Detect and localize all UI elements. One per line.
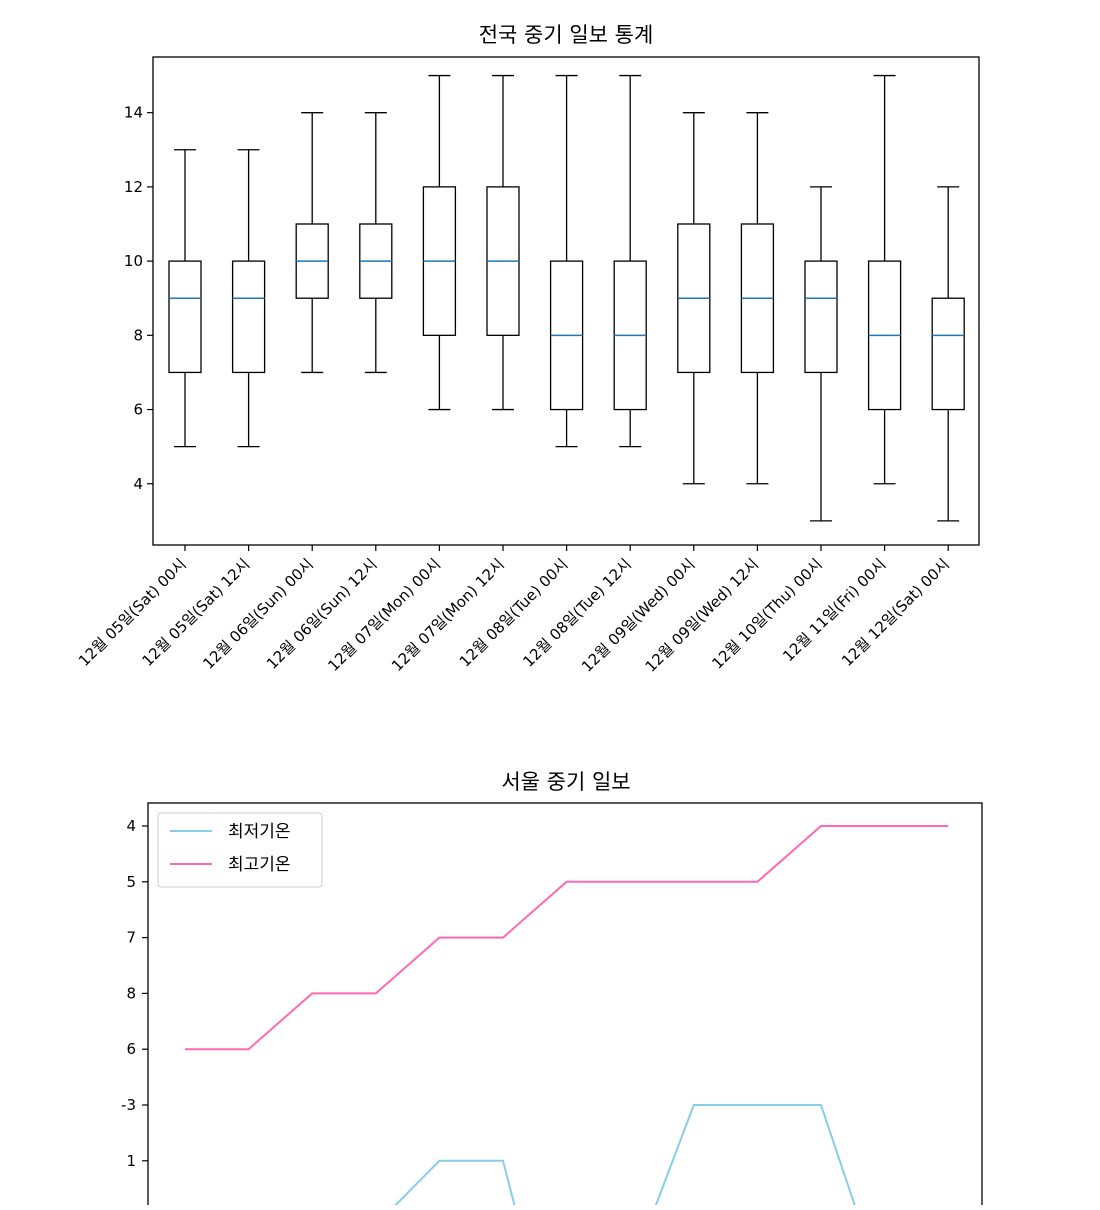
y-tick-label: 4 (133, 475, 143, 493)
box-6 (486, 74, 520, 411)
iqr-box (804, 260, 838, 374)
box-1 (168, 149, 202, 448)
line-chart-legend: 최저기온 최고기온 (157, 812, 323, 888)
x-tick-label: 12월 12일(Sat) 00시 (838, 555, 953, 670)
boxplot-y-axis: 4 6 8 10 12 14 (124, 104, 153, 493)
x-tick-label: 12월 05일(Sat) 12시 (139, 555, 254, 670)
box-10 (740, 112, 775, 485)
iqr-box (168, 260, 202, 374)
line-chart: 서울 중기 일보 4 5 7 8 6 -3 1 최저기온 최고기온 (121, 770, 983, 1210)
line-chart-title: 서울 중기 일보 (501, 770, 630, 794)
y-tick-label: 1 (126, 1152, 136, 1170)
line-chart-y-axis: 4 5 7 8 6 -3 1 (121, 817, 148, 1170)
x-tick-label: 12월 06일(Sun) 12시 (263, 555, 381, 673)
x-tick-label: 12월 10일(Thu) 00시 (708, 555, 825, 672)
y-tick-label: 5 (126, 873, 136, 891)
box-5 (422, 74, 457, 411)
box-12 (867, 74, 902, 485)
y-tick-label: 4 (126, 817, 136, 835)
legend-label-high: 최고기온 (228, 855, 291, 875)
box-7 (549, 74, 584, 448)
y-tick-label: 8 (133, 326, 143, 344)
x-tick-label: 12월 06일(Sun) 00시 (199, 555, 317, 673)
box-8 (613, 74, 647, 448)
x-tick-label: 12월 09일(Wed) 12시 (642, 555, 763, 676)
boxplot-title: 전국 중기 일보 통계 (479, 23, 654, 47)
box-13 (931, 186, 965, 522)
y-tick-label: 7 (126, 929, 136, 947)
line-chart-series (185, 825, 949, 1210)
x-tick-label: 12월 09일(Wed) 00시 (578, 555, 699, 676)
boxplot-boxes (168, 74, 965, 522)
box-2 (231, 149, 266, 448)
box-11 (804, 186, 838, 522)
y-tick-label: 6 (133, 401, 143, 419)
x-tick-label: 12월 05일(Sat) 00시 (75, 555, 190, 670)
y-tick-label: -3 (121, 1096, 136, 1114)
box-3 (295, 112, 329, 374)
x-tick-label: 12월 08일(Tue) 00시 (456, 555, 572, 671)
iqr-box (931, 297, 965, 411)
y-tick-label: 14 (124, 104, 143, 122)
y-tick-label: 10 (124, 252, 143, 270)
x-tick-label: 12월 07일(Mon) 00시 (324, 555, 444, 675)
line-chart-axes-frame (147, 802, 983, 1210)
series-line-low (389, 1104, 858, 1210)
y-tick-label: 8 (126, 984, 136, 1002)
box-9 (677, 112, 711, 485)
iqr-box (231, 260, 266, 374)
legend-label-low: 최저기온 (228, 822, 291, 842)
y-tick-label: 6 (126, 1040, 136, 1058)
x-tick-label: 12월 08일(Tue) 12시 (519, 555, 635, 671)
x-tick-label: 12월 07일(Mon) 12시 (388, 555, 508, 675)
box-4 (359, 112, 393, 374)
y-tick-label: 12 (124, 178, 143, 196)
series-line-high (185, 825, 949, 1051)
